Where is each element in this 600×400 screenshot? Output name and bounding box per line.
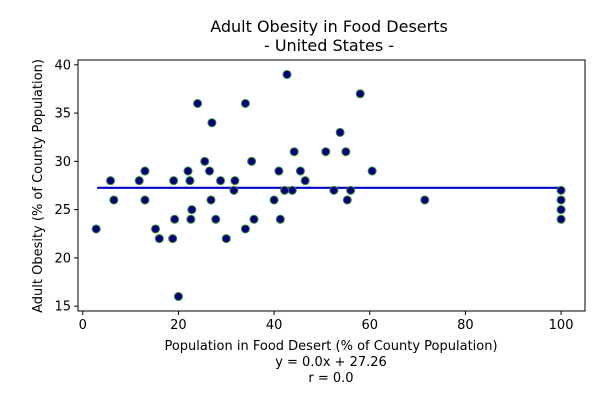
data-point <box>269 195 279 205</box>
points-layer <box>91 69 566 302</box>
data-point <box>211 214 221 224</box>
data-point <box>216 176 226 186</box>
data-point <box>168 234 178 244</box>
data-point <box>335 127 345 137</box>
data-point <box>205 166 215 176</box>
y-tick-label: 25 <box>54 203 71 218</box>
data-point <box>183 166 193 176</box>
x-tick-label: 100 <box>549 318 574 333</box>
x-tick-label: 0 <box>79 318 87 333</box>
data-point <box>355 89 365 99</box>
data-point <box>187 205 197 215</box>
x-tick-label: 40 <box>266 318 283 333</box>
chart-title: Adult Obesity in Food Deserts <box>210 17 448 36</box>
data-point <box>200 156 210 166</box>
data-point <box>556 214 566 224</box>
data-point <box>140 195 150 205</box>
plot-frame <box>77 59 586 312</box>
data-point <box>140 166 150 176</box>
data-point <box>249 214 259 224</box>
data-point <box>274 166 284 176</box>
data-point <box>230 176 240 186</box>
data-point <box>185 176 195 186</box>
data-point <box>207 118 217 128</box>
data-point <box>150 224 160 234</box>
data-point <box>229 185 239 195</box>
y-tick-label: 40 <box>54 58 71 73</box>
y-tick-label: 30 <box>54 155 71 170</box>
y-tick-label: 35 <box>54 107 71 122</box>
data-point <box>109 195 119 205</box>
data-point <box>154 234 164 244</box>
y-axis-label: Adult Obesity (% of County Population) <box>31 59 46 313</box>
data-point <box>206 195 216 205</box>
data-point <box>346 185 356 195</box>
data-point <box>170 214 180 224</box>
data-point <box>106 176 116 186</box>
data-point <box>556 185 566 195</box>
x-axis-ticks: 0 20 40 60 80 100 <box>79 311 574 333</box>
x-axis-label: Population in Food Desert (% of County P… <box>164 339 497 354</box>
data-point <box>247 156 257 166</box>
data-point <box>275 214 285 224</box>
data-point <box>91 224 101 234</box>
x-tick-label: 20 <box>170 318 187 333</box>
data-point <box>280 185 290 195</box>
data-point <box>282 69 292 79</box>
data-point <box>186 214 196 224</box>
x-tick-label: 60 <box>361 318 378 333</box>
data-point <box>556 195 566 205</box>
correlation-coefficient: r = 0.0 <box>308 371 353 386</box>
x-tick-label: 80 <box>457 318 474 333</box>
data-point <box>420 195 430 205</box>
chart-subtitle: - United States - <box>264 36 394 55</box>
data-point <box>342 195 352 205</box>
data-point <box>300 176 310 186</box>
y-axis-ticks: 15 20 25 30 35 40 <box>54 58 78 315</box>
data-point <box>341 147 351 157</box>
regression-equation: y = 0.0x + 27.26 <box>275 355 387 370</box>
data-point <box>240 224 250 234</box>
data-point <box>556 205 566 215</box>
y-tick-label: 20 <box>54 251 71 266</box>
data-point <box>240 98 250 108</box>
data-point <box>173 292 183 302</box>
y-tick-label: 15 <box>54 300 71 315</box>
data-point <box>134 176 144 186</box>
data-point <box>193 98 203 108</box>
data-point <box>287 185 297 195</box>
data-point <box>221 234 231 244</box>
data-point <box>329 185 339 195</box>
data-point <box>289 147 299 157</box>
data-point <box>295 166 305 176</box>
data-point <box>321 147 331 157</box>
data-point <box>169 176 179 186</box>
data-point <box>367 166 377 176</box>
